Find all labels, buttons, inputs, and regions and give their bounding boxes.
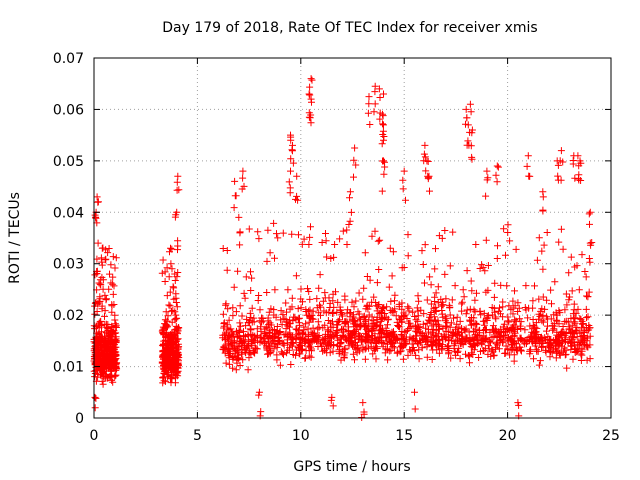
x-axis-label: GPS time / hours (293, 459, 410, 475)
y-tick-label: 0 (75, 411, 84, 427)
plot-frame (93, 57, 612, 419)
y-tick-label: 0.04 (53, 205, 84, 221)
grid-lines (94, 58, 611, 418)
axis-ticks: 0 5 10 15 20 25 0 0.01 0.02 0.03 0.04 0.05 0.06 0.07 (53, 51, 620, 444)
y-tick-label: 0.06 (53, 102, 84, 118)
y-tick-label: 0.01 (53, 360, 84, 376)
x-tick-label: 5 (193, 428, 202, 444)
data-points (90, 75, 596, 421)
x-tick-label: 25 (602, 428, 620, 444)
y-tick-label: 0.07 (53, 51, 84, 67)
y-axis-label: ROTI / TECUs (7, 192, 23, 284)
roti-point-markers (90, 75, 596, 421)
y-tick-label: 0.05 (53, 154, 84, 170)
x-tick-label: 15 (395, 428, 413, 444)
x-tick-label: 0 (90, 428, 99, 444)
chart-title: Day 179 of 2018, Rate Of TEC Index for r… (162, 20, 537, 36)
y-tick-label: 0.02 (53, 308, 84, 324)
x-tick-label: 10 (292, 428, 310, 444)
x-tick-label: 20 (499, 428, 517, 444)
y-tick-label: 0.03 (53, 257, 84, 273)
